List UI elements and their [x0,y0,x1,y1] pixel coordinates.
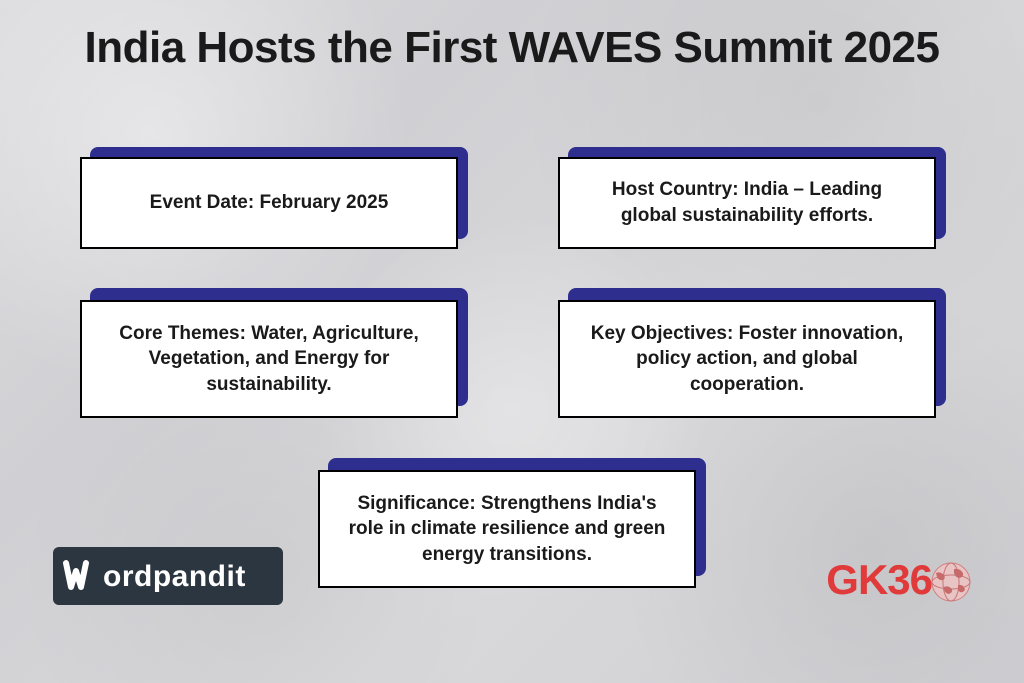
card-body: Significance: Strengthens India's role i… [318,470,696,588]
wordpandit-text: ordpandit [103,560,246,594]
wordpandit-w-icon [63,557,101,595]
gk360-logo: GK36 [826,559,972,601]
info-card: Key Objectives: Foster innovation, polic… [558,300,936,418]
card-text: Event Date: February 2025 [150,190,389,216]
page-title: India Hosts the First WAVES Summit 2025 [0,22,1024,74]
wordpandit-logo: ordpandit [53,547,283,605]
card-body: Core Themes: Water, Agriculture, Vegetat… [80,300,458,418]
card-body: Host Country: India – Leading global sus… [558,157,936,249]
card-text: Host Country: India – Leading global sus… [588,177,906,228]
gk360-text: GK36 [826,559,932,601]
globe-icon [930,561,972,603]
info-card: Host Country: India – Leading global sus… [558,157,936,249]
card-text: Key Objectives: Foster innovation, polic… [588,321,906,398]
info-card: Significance: Strengthens India's role i… [318,470,696,588]
card-text: Significance: Strengthens India's role i… [348,491,666,568]
card-text: Core Themes: Water, Agriculture, Vegetat… [110,321,428,398]
info-card: Event Date: February 2025 [80,157,458,249]
card-body: Key Objectives: Foster innovation, polic… [558,300,936,418]
card-body: Event Date: February 2025 [80,157,458,249]
info-card: Core Themes: Water, Agriculture, Vegetat… [80,300,458,418]
